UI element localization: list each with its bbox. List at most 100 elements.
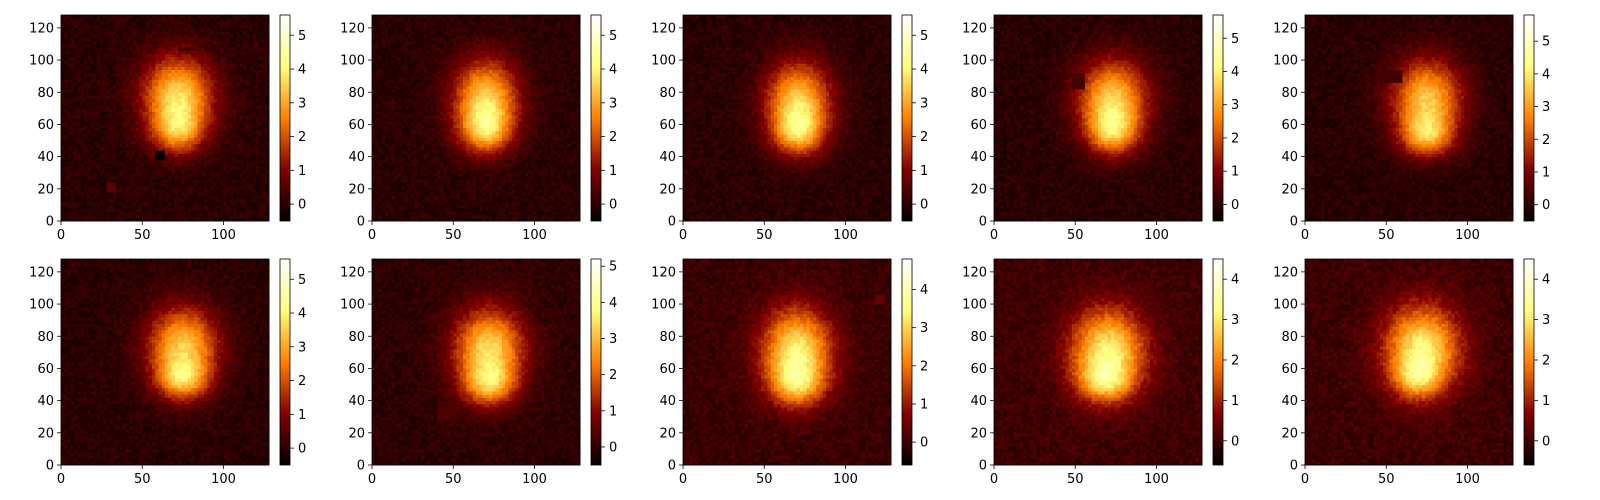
heatmap-cell: [116, 153, 120, 157]
heatmap-cell: [110, 173, 114, 177]
heatmap-cell: [120, 86, 124, 90]
heatmap-cell: [87, 160, 91, 164]
heatmap-cell: [240, 189, 244, 193]
heatmap-cell: [149, 118, 153, 122]
heatmap-cell: [175, 121, 179, 125]
heatmap-cell: [97, 102, 101, 106]
heatmap-cell: [230, 205, 234, 209]
heatmap-cell: [81, 179, 85, 183]
heatmap-cell: [142, 73, 146, 77]
heatmap-cell: [230, 121, 234, 125]
heatmap-cell: [100, 86, 104, 90]
heatmap-cell: [84, 54, 88, 58]
heatmap-cell: [97, 60, 101, 64]
heatmap-cell: [217, 89, 221, 93]
heatmap-cell: [207, 67, 211, 71]
heatmap-cell: [84, 121, 88, 125]
heatmap-cell: [159, 89, 163, 93]
heatmap-cell: [61, 195, 65, 199]
heatmap-cell: [256, 198, 260, 202]
heatmap-cell: [263, 182, 267, 186]
heatmap-cell: [204, 186, 208, 190]
heatmap-cell: [168, 186, 172, 190]
heatmap-cell: [74, 170, 78, 174]
heatmap-cell: [233, 60, 237, 64]
heatmap-cell: [152, 60, 156, 64]
heatmap-cell: [100, 150, 104, 154]
heatmap-cell: [198, 115, 202, 119]
heatmap-cell: [165, 89, 169, 93]
heatmap-cell: [107, 118, 111, 122]
heatmap-cell: [87, 131, 91, 135]
heatmap-cell: [233, 195, 237, 199]
heatmap-cell: [81, 115, 85, 119]
heatmap-cell: [126, 176, 130, 180]
heatmap-cell: [246, 141, 250, 145]
heatmap-cell: [175, 198, 179, 202]
heatmap-cell: [81, 134, 85, 138]
heatmap-cell: [133, 95, 137, 99]
heatmap-cell: [142, 186, 146, 190]
heatmap-cell: [139, 121, 143, 125]
heatmap-cell: [207, 147, 211, 151]
heatmap-cell: [230, 86, 234, 90]
heatmap-cell: [263, 147, 267, 151]
heatmap-cell: [90, 176, 94, 180]
heatmap-cell: [64, 121, 68, 125]
heatmap-cell: [97, 192, 101, 196]
heatmap-cell: [214, 124, 218, 128]
heatmap-cell: [198, 60, 202, 64]
heatmap-cell: [233, 54, 237, 58]
heatmap-cell: [220, 153, 224, 157]
heatmap-cell: [198, 202, 202, 206]
heatmap-cell: [198, 182, 202, 186]
heatmap-cell: [155, 79, 159, 83]
heatmap-cell: [94, 137, 98, 141]
heatmap-cell: [240, 134, 244, 138]
heatmap-cell: [233, 73, 237, 77]
heatmap-cell: [68, 86, 72, 90]
heatmap-cell: [227, 160, 231, 164]
heatmap-cell: [110, 105, 114, 109]
heatmap-cell: [201, 157, 205, 161]
heatmap-cell: [204, 163, 208, 167]
heatmap-cell: [243, 205, 247, 209]
heatmap-cell: [227, 131, 231, 135]
heatmap-cell: [214, 102, 218, 106]
heatmap-cell: [250, 102, 254, 106]
heatmap-cell: [253, 105, 257, 109]
heatmap-cell: [175, 63, 179, 67]
heatmap-cell: [103, 76, 107, 80]
heatmap-cell: [178, 202, 182, 206]
heatmap-cell: [230, 57, 234, 61]
heatmap-cell: [84, 124, 88, 128]
heatmap-cell: [259, 173, 263, 177]
heatmap-cell: [204, 108, 208, 112]
heatmap-cell: [201, 105, 205, 109]
heatmap-cell: [100, 134, 104, 138]
heatmap-cell: [217, 67, 221, 71]
heatmap-cell: [253, 170, 257, 174]
heatmap-cell: [198, 160, 202, 164]
heatmap-cell: [142, 83, 146, 87]
heatmap-cell: [149, 150, 153, 154]
heatmap-cell: [204, 86, 208, 90]
heatmap-cell: [246, 121, 250, 125]
heatmap-cell: [87, 163, 91, 167]
heatmap-cell: [237, 208, 241, 212]
heatmap-cell: [211, 189, 215, 193]
heatmap-cell: [240, 176, 244, 180]
heatmap-cell: [250, 124, 254, 128]
heatmap-cell: [246, 83, 250, 87]
heatmap-cell: [123, 202, 127, 206]
heatmap-cell: [100, 205, 104, 209]
heatmap-cell: [165, 147, 169, 151]
heatmap-cell: [162, 102, 166, 106]
heatmap-cell: [81, 173, 85, 177]
heatmap-cell: [224, 170, 228, 174]
heatmap-cell: [120, 60, 124, 64]
heatmap-cell: [123, 166, 127, 170]
heatmap-cell: [240, 166, 244, 170]
heatmap-cell: [120, 70, 124, 74]
heatmap-cell: [139, 67, 143, 71]
